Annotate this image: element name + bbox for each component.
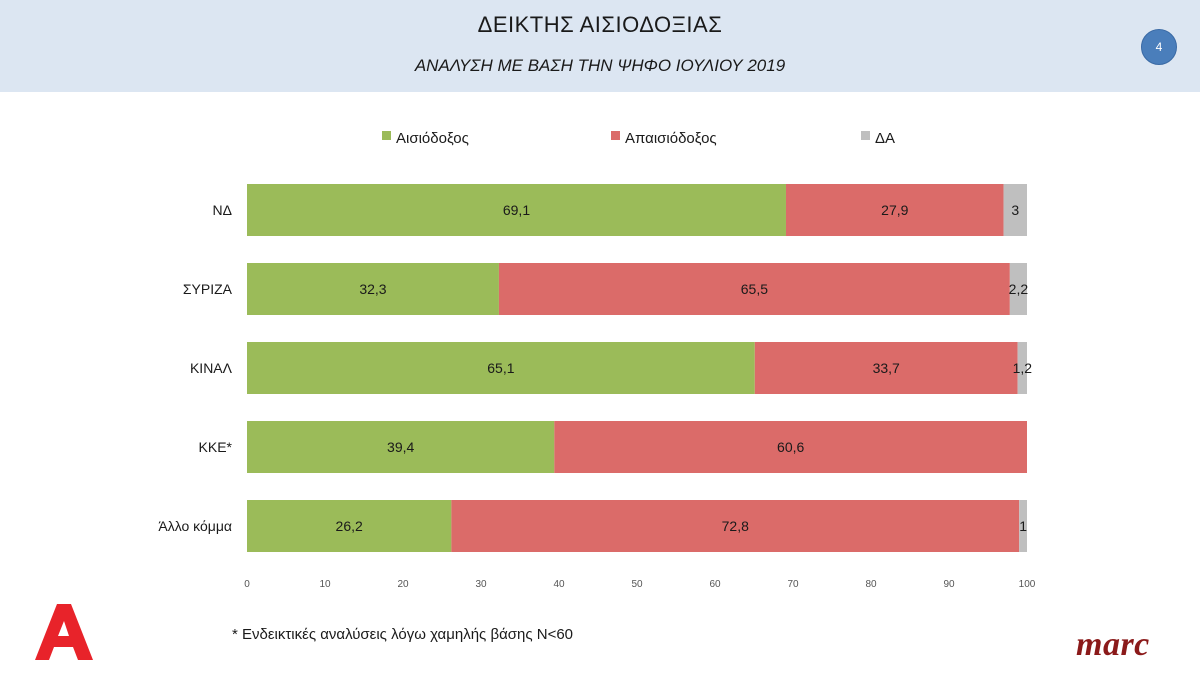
category-label: ΝΔ xyxy=(213,202,232,218)
x-tick-label: 80 xyxy=(865,579,877,590)
bar-segment xyxy=(247,421,555,473)
legend-label: Αισιόδοξος xyxy=(396,130,469,147)
x-tick-label: 10 xyxy=(319,579,331,590)
bar-segment xyxy=(247,342,755,394)
bar-segment xyxy=(1019,500,1027,552)
x-tick-label: 70 xyxy=(787,579,799,590)
legend-label: Απαισιόδοξος xyxy=(625,130,717,147)
x-tick-label: 100 xyxy=(1019,579,1036,590)
x-tick-label: 40 xyxy=(553,579,565,590)
data-label: 32,3 xyxy=(359,281,386,297)
category-label: ΚΙΝΑΛ xyxy=(190,360,233,376)
data-label: 65,5 xyxy=(741,281,768,297)
data-label: 72,8 xyxy=(722,518,749,534)
x-tick-label: 0 xyxy=(244,579,250,590)
x-tick-label: 50 xyxy=(631,579,643,590)
category-label: Άλλο κόμμα xyxy=(158,518,232,534)
data-label: 1 xyxy=(1019,518,1027,534)
bar-segment xyxy=(498,263,1010,315)
page-number-badge: 4 xyxy=(1141,29,1177,65)
bar-segment xyxy=(754,342,1018,394)
x-tick-label: 90 xyxy=(943,579,955,590)
page-title: ΔΕΙΚΤΗΣ ΑΙΣΙΟΔΟΞΙΑΣ xyxy=(477,12,723,37)
alpha-logo xyxy=(30,600,96,671)
data-label: 2,2 xyxy=(1009,281,1029,297)
bar-segment xyxy=(1003,184,1027,236)
x-tick-label: 20 xyxy=(397,579,409,590)
data-label: 39,4 xyxy=(387,439,414,455)
data-label: 65,1 xyxy=(487,360,514,376)
legend-label: ΔΑ xyxy=(875,130,895,147)
legend-swatch xyxy=(861,131,870,140)
data-label: 3 xyxy=(1011,202,1019,218)
bar-segment xyxy=(554,421,1027,473)
data-label: 1,2 xyxy=(1013,360,1033,376)
data-label: 69,1 xyxy=(503,202,530,218)
legend-swatch xyxy=(382,131,391,140)
marc-logo: marc xyxy=(1076,626,1150,663)
bar-segment xyxy=(247,184,786,236)
bar-segment xyxy=(451,500,1020,552)
bar-segment xyxy=(247,500,452,552)
page-subtitle: ΑΝΑΛΥΣΗ ΜΕ ΒΑΣΗ ΤΗΝ ΨΗΦΟ ΙΟΥΛΙΟΥ 2019 xyxy=(414,56,786,75)
bar-segment xyxy=(1017,342,1027,394)
category-label: ΣΥΡΙΖΑ xyxy=(183,281,233,297)
bar-segment xyxy=(1009,263,1027,315)
footnote: * Ενδεικτικές αναλύσεις λόγω χαμηλής βάσ… xyxy=(232,626,574,643)
header-band: ΔΕΙΚΤΗΣ ΑΙΣΙΟΔΟΞΙΑΣ ΑΝΑΛΥΣΗ ΜΕ ΒΑΣΗ ΤΗΝ … xyxy=(0,0,1200,92)
data-label: 60,6 xyxy=(777,439,804,455)
x-tick-label: 30 xyxy=(475,579,487,590)
bar-segment xyxy=(785,184,1004,236)
data-label: 27,9 xyxy=(881,202,908,218)
category-label: ΚΚΕ* xyxy=(199,439,233,455)
data-label: 33,7 xyxy=(873,360,900,376)
data-label: 26,2 xyxy=(336,518,363,534)
bar-segment xyxy=(247,263,499,315)
x-tick-label: 60 xyxy=(709,579,721,590)
legend-swatch xyxy=(611,131,620,140)
